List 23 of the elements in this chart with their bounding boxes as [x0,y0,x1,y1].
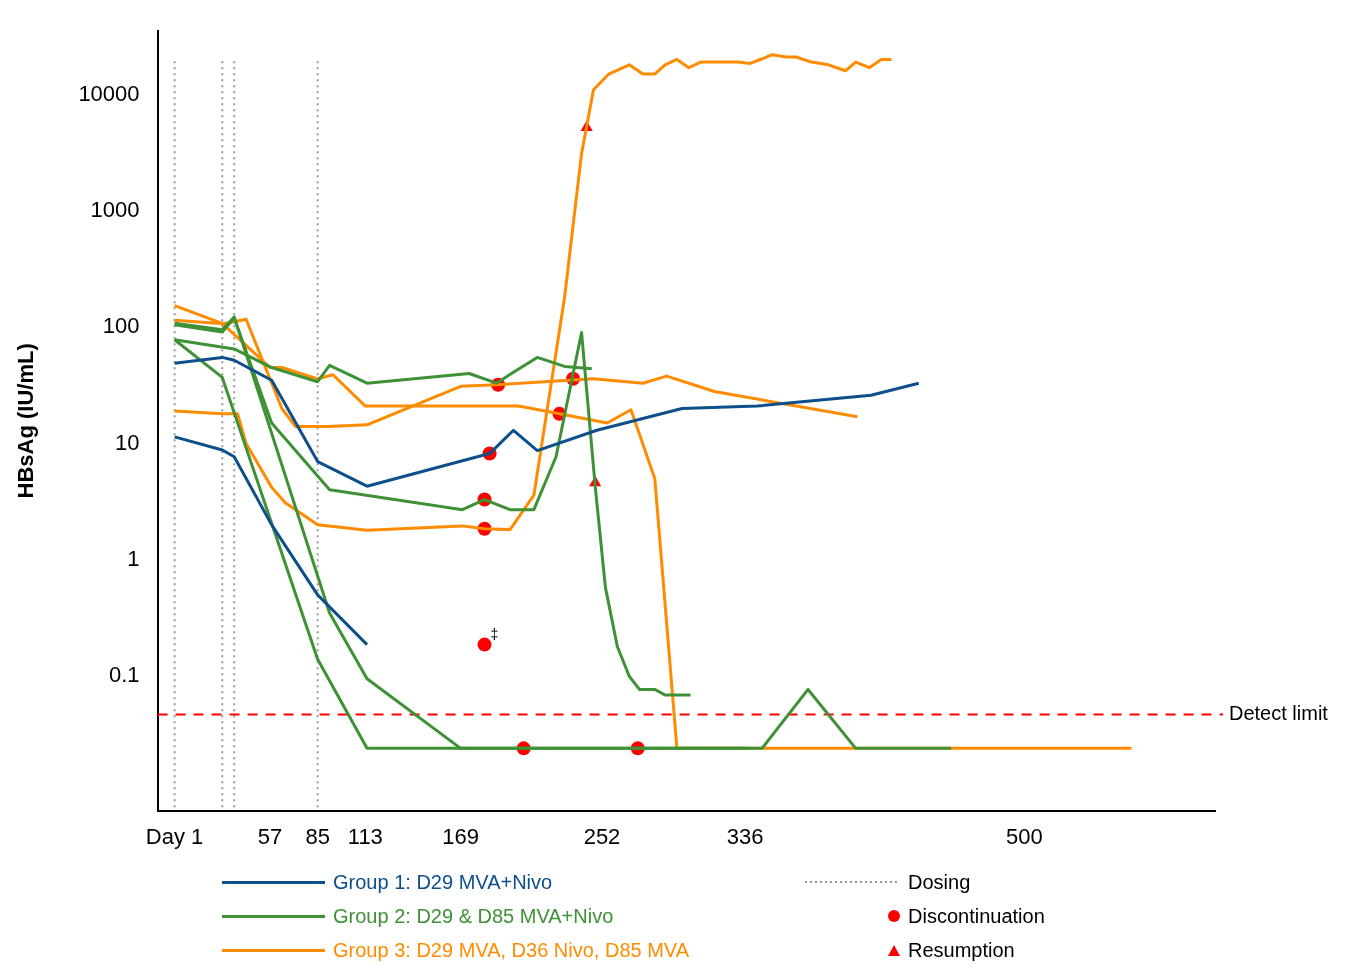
y-tick-label: 10000 [78,80,140,106]
y-axis-title: HBsAg (IU/mL) [13,343,39,499]
text: Group 3: D29 MVA, D36 Nivo, D85 MVA [333,938,690,962]
text: Group 1: D29 MVA+Nivo [333,870,553,894]
x-tick-label: Day 1 [145,823,204,849]
x-tick-label: 85 [305,823,330,849]
annotation: ‡ [490,626,499,643]
x-tick-label: 336 [726,823,764,849]
x-tick-label: 169 [442,823,480,849]
y-tick-label: 1 [127,545,140,571]
legend-label: Dosing [908,870,971,894]
y-tick-label: 1000 [90,196,140,222]
y-tick-label: 10 [115,429,140,455]
ref-line-label: Detect limit [1229,701,1329,724]
x-tick-label: 113 [347,823,383,849]
legend-label: Discontinuation [908,904,1045,928]
x-tick-label: 252 [583,823,621,849]
y-tick-label: 100 [102,313,140,339]
legend-label: Resumption [908,938,1015,962]
y-tick-label: 0.1 [108,662,140,688]
x-tick-label: 57 [257,823,283,849]
x-tick-label: 500 [1005,823,1043,849]
text: Group 2: D29 & D85 MVA+Nivo [333,904,614,928]
